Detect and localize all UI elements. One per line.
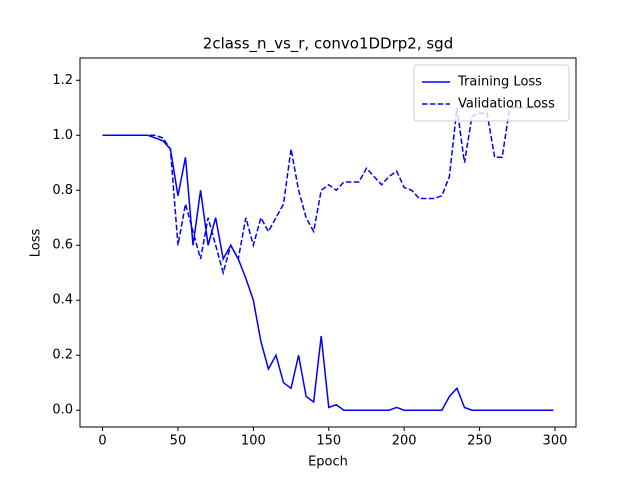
x-tick-label: 150: [316, 434, 341, 449]
y-tick-label: 0.2: [52, 348, 73, 363]
x-tick-label: 0: [98, 434, 106, 449]
y-tick-label: 1.0: [52, 128, 73, 143]
y-tick-label: 1.2: [52, 73, 73, 88]
y-axis-label: Loss: [29, 229, 44, 258]
legend-label: Validation Loss: [458, 97, 555, 112]
legend-label: Training Loss: [457, 75, 542, 90]
x-axis-label: Epoch: [308, 455, 348, 470]
legend-box: [413, 64, 570, 122]
data-line: [102, 134, 554, 411]
y-tick-label: 0.0: [52, 403, 73, 418]
x-tick-label: 50: [170, 434, 187, 449]
x-tick-label: 100: [241, 434, 266, 449]
y-tick-label: 0.4: [52, 293, 73, 308]
x-tick-label: 300: [543, 434, 568, 449]
x-tick-label: 200: [392, 434, 417, 449]
y-tick-label: 0.8: [52, 183, 73, 198]
y-tick-label: 0.6: [52, 238, 73, 253]
plot-frame: [79, 57, 577, 428]
x-tick-label: 250: [467, 434, 492, 449]
chart-title: 2class_n_vs_r, convo1DDrp2, sgd: [203, 35, 453, 54]
